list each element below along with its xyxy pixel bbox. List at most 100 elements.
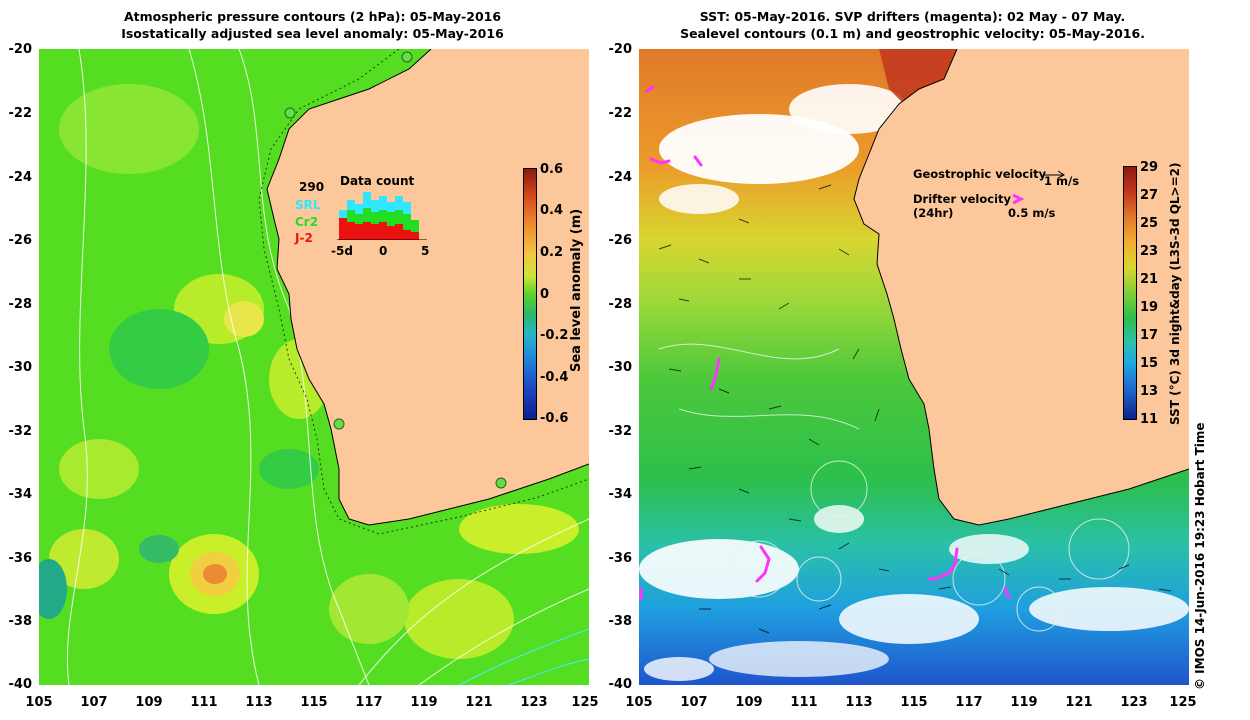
drifter-track [927,547,959,581]
y-tick: -24 [608,170,633,185]
y-tick: -40 [608,677,633,692]
x-tick: 125 [571,695,599,710]
drifter-track [645,85,655,93]
svp-drifters [639,85,1011,601]
australia-land-sst [854,49,1189,525]
x-tick: 113 [845,695,873,710]
y-tick: -28 [608,297,633,312]
y-tick: -36 [608,551,633,566]
drifter-scale-arrow-icon [1012,193,1025,205]
sst-tick: 23 [1140,244,1159,259]
right-title-line2: Sealevel contours (0.1 m) and geostrophi… [680,26,1145,41]
x-tick: 123 [1120,695,1148,710]
drifter-track [709,357,721,391]
y-tick: -38 [608,614,633,629]
pressure-contours-cyan [458,628,589,685]
x-tick: 119 [1010,695,1038,710]
y-tick: -26 [608,233,633,248]
y-tick: -40 [8,677,33,692]
tide-gauge-marker[interactable] [401,51,413,63]
histogram-bars [339,192,419,240]
y-tick: -38 [8,614,33,629]
sla-colorbar [523,168,537,420]
pressure-contours [66,49,589,685]
data-count-inset: 290 Data count SRL Cr2 J-2 -5d 0 5 [295,174,435,264]
geostrophic-scale-label: 1 m/s [1044,174,1080,188]
x-tick: 121 [465,695,493,710]
y-tick: -28 [8,297,33,312]
tide-gauge-marker[interactable] [333,418,345,430]
y-tick: -30 [8,360,33,375]
sea-level-anomaly-map [39,49,589,685]
drifter-track [649,157,671,165]
x-tick: 121 [1065,695,1093,710]
sst-map [639,49,1189,685]
velocity-arrows [658,184,1172,634]
sla-coastline [266,49,589,526]
shelf-contour [258,49,589,535]
sst-tick: 15 [1140,356,1159,371]
x-tick: 107 [680,695,708,710]
y-tick: -34 [608,487,633,502]
sla-tick: 0.6 [540,162,564,177]
y-tick: -32 [8,424,33,439]
sst-coastline [853,49,1189,526]
x-tick: 117 [355,695,383,710]
x-tick: 125 [1169,695,1197,710]
drifter-track [693,155,703,167]
inset-tick-5: 5 [421,244,430,258]
sst-tick: 25 [1140,216,1159,231]
right-title: SST: 05-May-2016. SVP drifters (magenta)… [640,8,1185,42]
sla-colorbar-label: Sea level anomaly (m) [569,208,584,372]
drifter-track [755,545,771,583]
y-tick: -22 [608,106,633,121]
left-title-line2: Isostatically adjusted sea level anomaly… [121,26,504,41]
data-count-title: Data count [340,174,415,188]
tide-gauge-marker[interactable] [284,107,296,119]
data-count-number: 290 [299,180,325,194]
sst-tick: 29 [1140,160,1159,175]
x-tick: 105 [25,695,53,710]
x-tick: 123 [520,695,548,710]
y-tick: -24 [8,170,33,185]
sla-tick: -0.4 [540,370,569,385]
imos-credit: © IMOS 14-Jun-2016 19:23 Hobart Time [1193,422,1207,690]
left-title: Atmospheric pressure contours (2 hPa): 0… [40,8,585,42]
x-tick: 117 [955,695,983,710]
x-tick: 113 [245,695,273,710]
x-tick: 109 [735,695,763,710]
x-tick: 119 [410,695,438,710]
legend-j2: J-2 [295,231,313,245]
y-tick: -36 [8,551,33,566]
drifter-track [1003,587,1011,599]
x-tick: 111 [790,695,818,710]
sst-tick: 21 [1140,272,1159,287]
inset-tick-0: 0 [379,244,388,258]
y-tick: -20 [608,42,633,57]
geostrophic-scale-arrow-icon [1044,170,1065,179]
x-tick: 107 [80,695,108,710]
y-tick: -34 [8,487,33,502]
sst-tick: 17 [1140,328,1159,343]
drifter-24hr-label: (24hr) [913,206,954,220]
geostrophic-velocity-label: Geostrophic velocity [913,167,1047,181]
y-tick: -20 [8,42,33,57]
australia-land [267,49,589,525]
sla-map-svg [39,49,589,685]
sla-tick: 0 [540,287,550,302]
sst-map-svg [639,49,1189,685]
sst-colorbar [1123,166,1137,420]
x-tick: 111 [190,695,218,710]
data-count-histogram [337,192,427,240]
x-tick: 105 [625,695,653,710]
sst-tick: 13 [1140,384,1159,399]
x-tick: 109 [135,695,163,710]
sealevel-contours [658,343,1130,632]
x-tick: 115 [900,695,928,710]
y-tick: -22 [8,106,33,121]
sla-tick: 0.2 [540,245,564,260]
tide-gauge-marker[interactable] [495,477,507,489]
sla-tick: -0.6 [540,411,569,426]
cloud-gaps [639,84,1189,681]
y-tick: -26 [8,233,33,248]
